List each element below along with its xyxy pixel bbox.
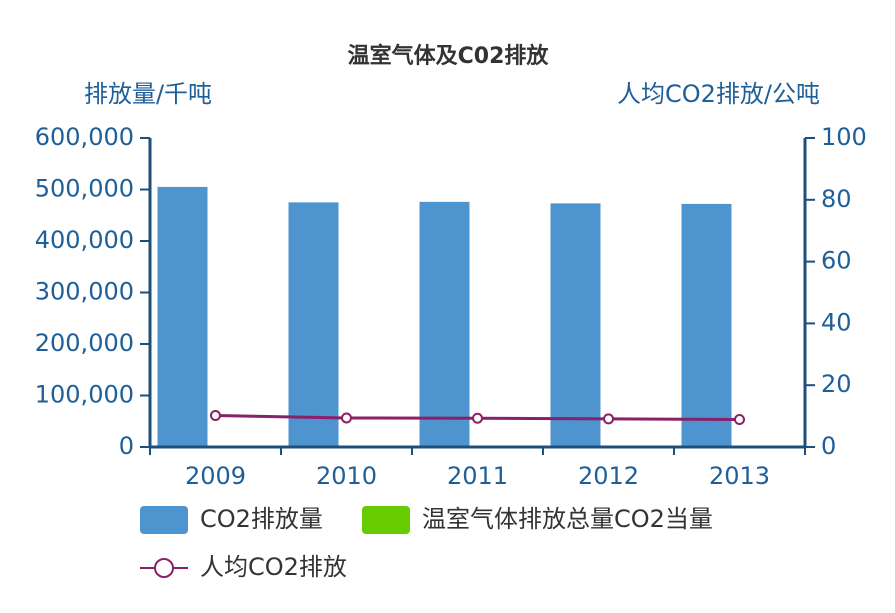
y-tick-label: 600,000 [35,123,134,151]
bar [550,203,601,447]
legend-marker [154,558,174,578]
y-tick-label: 100,000 [35,381,134,409]
legend-label: CO2排放量 [200,505,323,533]
legend-swatch [362,506,410,534]
bar [681,203,732,447]
y2-tick-label: 100 [821,123,867,151]
line-point [734,413,745,425]
legend-label: 人均CO2排放 [200,553,347,581]
line-point [341,412,352,424]
y-tick-label: 300,000 [35,278,134,306]
legend-swatch [140,506,188,534]
y-tick-label: 0 [119,432,134,460]
x-tick-label: 2012 [578,462,639,490]
x-tick-label: 2013 [709,462,770,490]
y2-axis-label: 人均CO2排放/公吨 [617,80,820,108]
y-tick-label: 400,000 [35,226,134,254]
line-point [603,413,614,425]
line-point [472,412,483,424]
bar [419,201,470,447]
legend-label: 温室气体排放总量CO2当量 [422,505,713,533]
bar [288,202,339,447]
y2-tick-label: 60 [821,247,852,275]
y2-tick-label: 20 [821,370,852,398]
y-tick-label: 200,000 [35,329,134,357]
x-tick-label: 2010 [316,462,377,490]
x-tick-label: 2009 [185,462,246,490]
y-axis-label: 排放量/千吨 [84,80,212,108]
x-tick-label: 2011 [447,462,508,490]
chart-title: 温室气体及C02排放 [348,43,550,69]
y-tick-label: 500,000 [35,175,134,203]
y2-tick-label: 80 [821,185,852,213]
y2-tick-label: 40 [821,308,852,336]
y2-tick-label: 0 [821,432,836,460]
bar [157,186,208,448]
line-point [210,409,221,421]
